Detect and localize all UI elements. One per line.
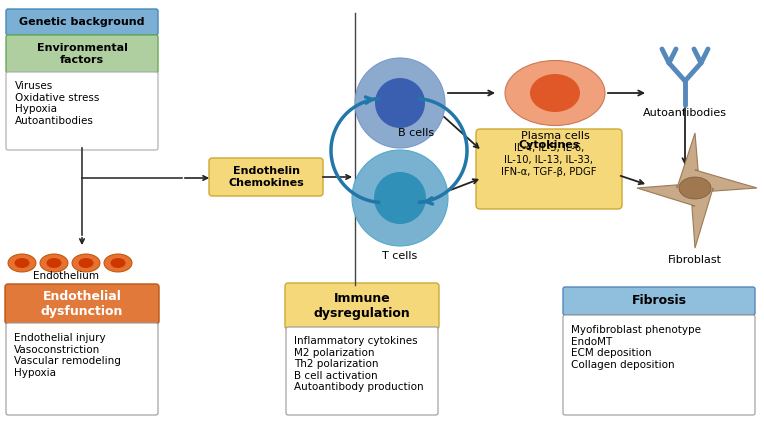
Ellipse shape [8,254,36,272]
FancyBboxPatch shape [563,315,755,415]
Ellipse shape [72,254,100,272]
Text: Inflammatory cytokines
M2 polarization
Th2 polarization
B cell activation
Autoan: Inflammatory cytokines M2 polarization T… [294,336,423,392]
Text: Myofibroblast phenotype
EndoMT
ECM deposition
Collagen deposition: Myofibroblast phenotype EndoMT ECM depos… [571,325,701,370]
Ellipse shape [111,258,125,268]
Text: Plasma cells: Plasma cells [520,131,589,141]
Ellipse shape [530,74,580,112]
Ellipse shape [375,78,425,128]
Text: Genetic background: Genetic background [19,17,144,27]
Text: Cytokines: Cytokines [518,140,580,150]
Ellipse shape [374,172,426,224]
Text: Autoantibodies: Autoantibodies [643,108,727,118]
FancyBboxPatch shape [563,287,755,315]
FancyBboxPatch shape [286,327,438,415]
FancyBboxPatch shape [476,129,622,209]
Ellipse shape [679,177,711,199]
Text: Fibroblast: Fibroblast [668,255,722,265]
Text: Endothelial injury
Vasoconstriction
Vascular remodeling
Hypoxia: Endothelial injury Vasoconstriction Vasc… [14,333,121,378]
Ellipse shape [47,258,61,268]
FancyBboxPatch shape [209,158,323,196]
Ellipse shape [15,258,30,268]
FancyBboxPatch shape [5,284,159,324]
Text: B cells: B cells [398,128,434,138]
Ellipse shape [40,254,68,272]
Ellipse shape [352,150,448,246]
Text: Endothelium: Endothelium [33,271,99,281]
Ellipse shape [505,61,605,126]
Polygon shape [637,133,757,248]
Ellipse shape [79,258,93,268]
Text: Endothelin
Chemokines: Endothelin Chemokines [228,166,304,188]
Text: Viruses
Oxidative stress
Hypoxia
Autoantibodies: Viruses Oxidative stress Hypoxia Autoant… [15,81,99,126]
FancyBboxPatch shape [6,35,158,73]
Text: T cells: T cells [382,251,418,261]
Ellipse shape [355,58,445,148]
FancyBboxPatch shape [6,9,158,35]
Text: Immune
dysregulation: Immune dysregulation [314,292,410,320]
FancyBboxPatch shape [6,72,158,150]
Ellipse shape [104,254,132,272]
Text: Endothelial
dysfunction: Endothelial dysfunction [40,290,123,318]
FancyBboxPatch shape [285,283,439,329]
Text: IL-4, IL-5, IL-6,
IL-10, IL-13, IL-33,
IFN-α, TGF-β, PDGF: IL-4, IL-5, IL-6, IL-10, IL-13, IL-33, I… [501,143,597,177]
FancyBboxPatch shape [6,323,158,415]
Text: Fibrosis: Fibrosis [632,294,687,307]
Text: Environmental
factors: Environmental factors [37,43,128,65]
